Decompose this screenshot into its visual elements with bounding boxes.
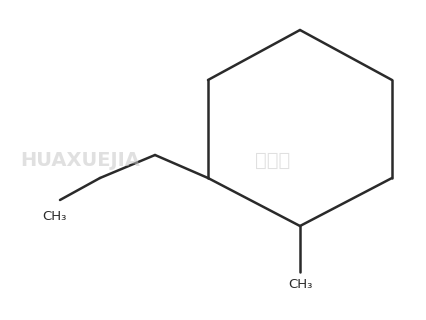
Text: HUAXUEJIA: HUAXUEJIA bbox=[20, 150, 140, 170]
Text: CH₃: CH₃ bbox=[288, 278, 312, 291]
Text: 化学加: 化学加 bbox=[255, 150, 290, 170]
Text: CH₃: CH₃ bbox=[42, 210, 66, 223]
